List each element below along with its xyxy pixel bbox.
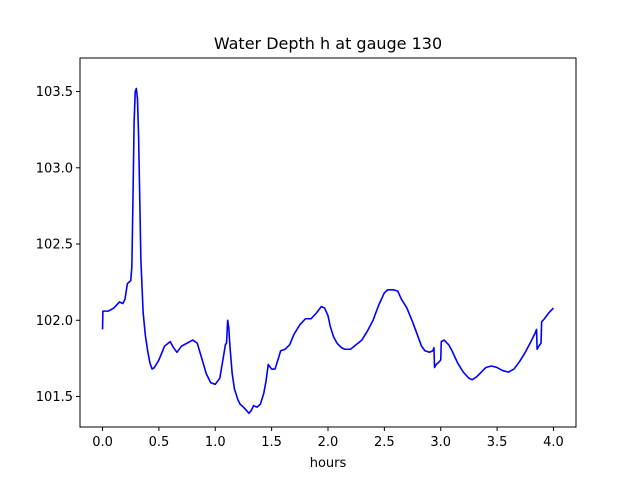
- x-tick-label: 0.5: [149, 435, 170, 450]
- y-tick-label: 102.5: [36, 238, 73, 253]
- x-axis-label: hours: [310, 456, 347, 471]
- y-tick-label: 103.0: [36, 161, 73, 176]
- chart-title: Water Depth h at gauge 130: [214, 34, 442, 53]
- x-tick-label: 1.5: [261, 435, 282, 450]
- x-tick-label: 2.5: [374, 435, 395, 450]
- axes-frame: [79, 57, 577, 428]
- x-tick-label: 3.5: [487, 435, 508, 450]
- x-tick-label: 0.0: [92, 435, 113, 450]
- y-tick-label: 102.0: [36, 314, 73, 329]
- y-tick-label: 103.5: [36, 85, 73, 100]
- x-tick-label: 2.0: [318, 435, 339, 450]
- plot-layer: [101, 87, 555, 415]
- series-line-0: [101, 87, 555, 415]
- tick-layer: 0.0 0.5 1.0 1.5 2.0 2.5 3.0 3.5 4.0 101.5 102.0 102…: [36, 85, 564, 450]
- x-tick-label: 3.0: [430, 435, 451, 450]
- x-tick-label: 4.0: [543, 435, 564, 450]
- y-tick-label: 101.5: [36, 390, 73, 405]
- x-tick-label: 1.0: [205, 435, 226, 450]
